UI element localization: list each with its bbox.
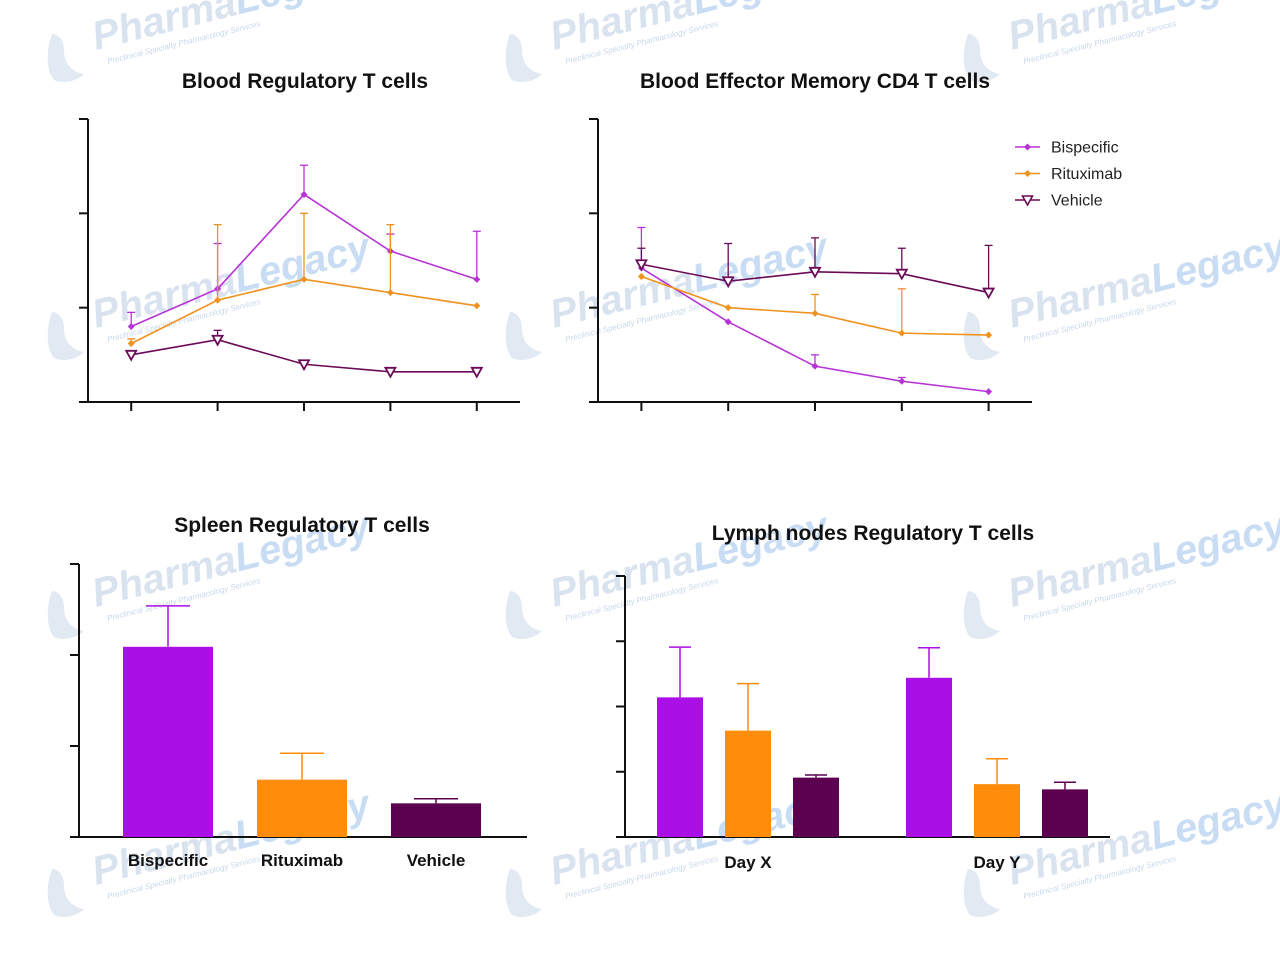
bar-group-day-y <box>906 647 1088 837</box>
legend-entry: Bispecific <box>1015 140 1119 157</box>
bar <box>123 646 213 837</box>
chart-spleen-treg: Spleen Regulatory T cells Bispecific Ritu… <box>70 514 527 870</box>
data-point <box>214 296 222 304</box>
data-point <box>982 287 996 300</box>
x-tick-label: Vehicle <box>407 851 466 870</box>
watermark-logo-icon <box>963 312 1000 360</box>
watermark-logo-icon <box>505 34 542 82</box>
chart-plot-area <box>124 164 484 379</box>
chart-lymph-treg: Lymph nodes Regulatory T cells Day X Day … <box>616 522 1110 872</box>
bar-group-rituximab <box>257 752 347 837</box>
data-point <box>473 302 481 310</box>
data-point <box>811 362 819 370</box>
data-point <box>634 259 648 272</box>
legend-label: Bispecific <box>1051 140 1119 157</box>
data-point <box>721 276 735 289</box>
data-point <box>895 268 909 281</box>
data-point <box>383 366 397 379</box>
chart-title: Blood Regulatory T cells <box>182 70 428 93</box>
legend-marker <box>1024 170 1031 177</box>
watermark-logo-icon <box>47 34 84 82</box>
data-point <box>473 275 481 283</box>
data-point <box>300 275 308 283</box>
bar-vehicle <box>793 777 839 837</box>
data-point <box>808 266 822 279</box>
x-tick-label: Day Y <box>974 853 1022 872</box>
series-vehicle <box>124 329 484 379</box>
chart-blood-em-cd4: Blood Effector Memory CD4 T cells Bispec… <box>589 70 1122 411</box>
bar <box>391 803 481 837</box>
x-tick-label: Day X <box>724 853 772 872</box>
watermark-logo-icon <box>47 591 84 639</box>
chart-legend: Bispecific Rituximab Vehicle <box>1015 140 1122 210</box>
chart-title: Spleen Regulatory T cells <box>174 514 430 537</box>
data-point <box>127 340 135 348</box>
watermark-logo-icon <box>47 312 84 360</box>
series-rituximab <box>127 212 481 348</box>
watermark-logo-icon <box>47 869 84 917</box>
data-point <box>985 388 993 396</box>
watermark-brand: PharmaLegacy <box>1004 504 1280 616</box>
x-tick-label: Bispecific <box>128 851 208 870</box>
legend-entry: Rituximab <box>1015 166 1122 183</box>
bar-bispecific <box>657 697 703 837</box>
legend-marker <box>1024 143 1031 151</box>
data-point <box>124 349 138 362</box>
watermark-logo-icon <box>963 34 1000 82</box>
bar-vehicle <box>1042 789 1088 837</box>
data-point <box>300 190 308 198</box>
chart-title: Blood Effector Memory CD4 T cells <box>640 70 990 93</box>
watermark-brand: PharmaLegacy <box>546 225 834 337</box>
chart-title: Lymph nodes Regulatory T cells <box>712 522 1034 545</box>
series-rituximab <box>637 273 993 339</box>
series-vehicle <box>634 237 996 300</box>
watermark-logo-icon <box>505 591 542 639</box>
bar-group-day-x <box>657 646 839 837</box>
watermark-logo-icon <box>505 312 542 360</box>
chart-blood-treg: Blood Regulatory T cells <box>79 70 520 411</box>
legend-marker <box>1021 195 1034 207</box>
bar-group-vehicle <box>391 798 481 837</box>
bar-bispecific <box>906 677 952 837</box>
legend-label: Vehicle <box>1051 193 1103 210</box>
watermark-logo-icon <box>963 869 1000 917</box>
data-point <box>985 331 993 339</box>
data-point <box>898 377 906 385</box>
bar <box>257 779 347 837</box>
data-point <box>297 359 311 372</box>
chart-plot-area <box>657 646 1088 837</box>
watermark-logo-icon <box>963 591 1000 639</box>
data-point <box>898 329 906 337</box>
x-tick-label: Rituximab <box>261 851 343 870</box>
watermark-logo-icon <box>505 869 542 917</box>
legend-entry: Vehicle <box>1015 193 1103 210</box>
chart-axes <box>79 118 520 411</box>
data-point <box>724 318 732 326</box>
chart-axes <box>589 118 1032 411</box>
data-point <box>811 309 819 317</box>
data-point <box>724 304 732 312</box>
data-point <box>637 273 645 281</box>
watermark-brand: PharmaLegacy <box>1004 225 1280 337</box>
chart-plot-area <box>634 226 996 396</box>
chart-axes: Bispecific Rituximab Vehicle <box>70 563 527 870</box>
data-point <box>211 334 225 347</box>
bar-group-bispecific <box>123 605 213 837</box>
bar-rituximab <box>974 784 1020 837</box>
legend-label: Rituximab <box>1051 166 1122 183</box>
chart-plot-area <box>123 605 481 837</box>
data-point <box>470 366 484 379</box>
data-point <box>127 323 135 331</box>
data-point <box>386 289 394 297</box>
watermark-brand: PharmaLegacy <box>546 504 834 616</box>
bar-rituximab <box>725 730 771 837</box>
